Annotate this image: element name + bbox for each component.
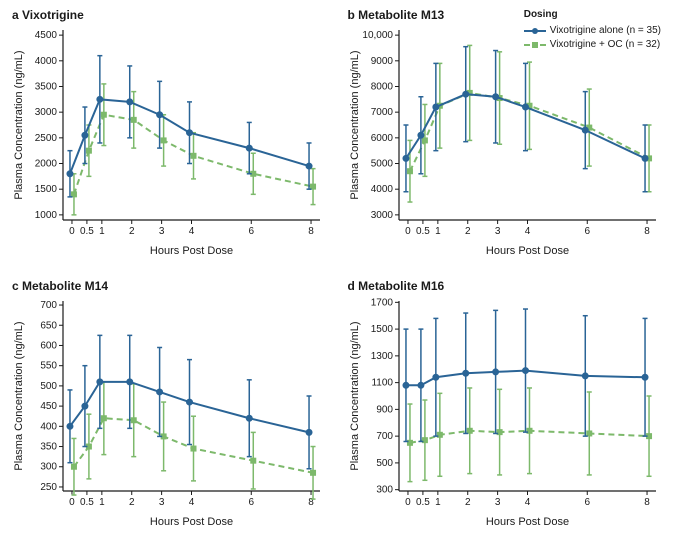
panel-d: d Metabolite M16 300 500 700 900 1100 1300 150… [344,279,670,540]
svg-text:10,000: 10,000 [362,30,393,41]
legend: Dosing Vixotrigine alone (n = 35) Vixotr… [524,8,661,52]
svg-text:1: 1 [435,497,441,508]
svg-text:300: 300 [40,461,57,472]
svg-text:4: 4 [189,497,195,508]
chart-c: 25030035040045050055060065070000.5123468… [8,295,328,531]
svg-text:700: 700 [376,431,393,442]
svg-text:450: 450 [40,401,57,412]
svg-text:250: 250 [40,481,57,492]
svg-text:Hours Post Dose: Hours Post Dose [150,245,233,257]
panel-a: a Vixotrigine 10001500200025003000350040… [8,8,334,269]
svg-text:4: 4 [524,497,530,508]
svg-text:600: 600 [40,340,57,351]
panel-c-title: c Metabolite M14 [12,279,334,293]
svg-text:Plasma Concentration (ng/mL): Plasma Concentration (ng/mL) [349,321,361,470]
svg-text:Hours Post Dose: Hours Post Dose [485,516,568,528]
svg-text:Plasma Concentration (ng/mL): Plasma Concentration (ng/mL) [13,50,25,199]
figure-grid: Dosing Vixotrigine alone (n = 35) Vixotr… [8,8,669,539]
svg-text:8: 8 [644,497,650,508]
svg-text:0.5: 0.5 [415,497,429,508]
panel-c: c Metabolite M14 25030035040045050055060… [8,279,334,540]
svg-text:6000: 6000 [370,133,393,144]
svg-text:Hours Post Dose: Hours Post Dose [150,516,233,528]
svg-text:Plasma Concentration (ng/mL): Plasma Concentration (ng/mL) [13,321,25,470]
svg-text:0: 0 [405,497,411,508]
svg-text:3: 3 [494,497,500,508]
legend-label-alone: Vixotrigine alone (n = 35) [550,24,661,38]
svg-text:1000: 1000 [35,210,58,221]
svg-text:9000: 9000 [370,56,393,67]
svg-text:0.5: 0.5 [415,226,429,237]
legend-label-oc: Vixotrigine + OC (n = 32) [550,38,660,52]
svg-text:8: 8 [308,226,314,237]
chart-b: 3000 4000 5000 6000 7000 8000 9000 10,000 0 0.5 1 2… [344,24,664,260]
svg-text:2: 2 [129,226,135,237]
svg-text:700: 700 [40,300,57,311]
svg-text:3: 3 [159,226,165,237]
panel-a-title: a Vixotrigine [12,8,334,22]
svg-text:4000: 4000 [35,56,58,67]
svg-text:4000: 4000 [370,184,393,195]
svg-text:6: 6 [584,497,590,508]
svg-text:4: 4 [524,226,530,237]
svg-text:1: 1 [435,226,441,237]
svg-text:Plasma Concentration (ng/mL): Plasma Concentration (ng/mL) [349,50,361,199]
svg-text:350: 350 [40,441,57,452]
svg-text:4: 4 [189,226,195,237]
svg-text:1500: 1500 [35,184,58,195]
svg-text:3: 3 [159,497,165,508]
svg-text:7000: 7000 [370,107,393,118]
panel-d-title: d Metabolite M16 [348,279,670,293]
chart-a: 1000 1500 2000 2500 3000 3500 4000 4500 0 0.5 1 2 3 4… [8,24,328,260]
svg-text:2000: 2000 [35,159,58,170]
legend-swatch-oc [524,40,546,50]
svg-text:2: 2 [464,497,470,508]
svg-text:2500: 2500 [35,133,58,144]
svg-text:1100: 1100 [371,377,393,388]
svg-text:0: 0 [69,497,75,508]
svg-text:550: 550 [40,360,57,371]
svg-text:4500: 4500 [35,30,58,41]
svg-text:0.5: 0.5 [80,497,94,508]
svg-text:1500: 1500 [370,324,393,335]
legend-title: Dosing [524,8,661,22]
svg-text:2: 2 [129,497,135,508]
svg-text:1700: 1700 [370,297,393,308]
svg-text:8000: 8000 [370,81,393,92]
svg-text:3000: 3000 [370,210,393,221]
svg-text:900: 900 [376,404,393,415]
svg-text:300: 300 [376,484,393,495]
svg-text:5000: 5000 [370,159,393,170]
svg-text:Hours Post Dose: Hours Post Dose [485,245,568,257]
svg-text:400: 400 [40,421,57,432]
svg-text:6: 6 [248,226,254,237]
svg-text:0.5: 0.5 [80,226,94,237]
svg-text:6: 6 [584,226,590,237]
svg-text:1300: 1300 [370,350,393,361]
svg-text:0: 0 [69,226,75,237]
svg-text:1: 1 [99,226,105,237]
svg-text:6: 6 [248,497,254,508]
svg-text:500: 500 [376,457,393,468]
legend-item-alone: Vixotrigine alone (n = 35) [524,24,661,38]
svg-text:3500: 3500 [35,81,58,92]
legend-item-oc: Vixotrigine + OC (n = 32) [524,38,661,52]
svg-text:3000: 3000 [35,107,58,118]
legend-swatch-alone [524,26,546,36]
svg-text:650: 650 [40,320,57,331]
svg-text:2: 2 [464,226,470,237]
svg-text:1: 1 [99,497,105,508]
svg-text:8: 8 [644,226,650,237]
svg-text:3: 3 [494,226,500,237]
svg-text:500: 500 [40,380,57,391]
chart-d: 300 500 700 900 1100 1300 1500 1700 0 0.5 1 2 3 4 6 8 Ho… [344,295,664,531]
svg-text:0: 0 [405,226,411,237]
